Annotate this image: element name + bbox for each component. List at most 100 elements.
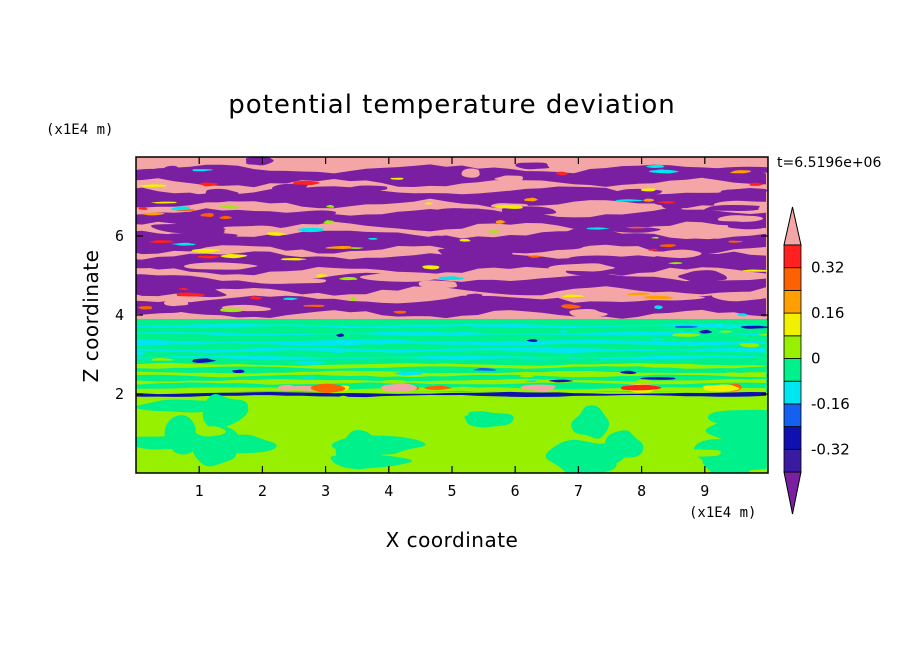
lower-layer-cool-patch <box>545 439 617 473</box>
lower-layer-warm-patch <box>641 397 671 408</box>
front-line <box>349 297 357 302</box>
colorbar: 0.32 0.16 0 -0.16 -0.32 <box>783 206 850 515</box>
chart-title: potential temperature deviation <box>228 90 675 120</box>
colorbar-segment <box>783 403 802 427</box>
lower-layer-warm-patch <box>334 395 358 415</box>
colorbar-segment <box>783 426 802 450</box>
front-line <box>266 232 286 236</box>
upper-layer-eddy <box>229 240 267 246</box>
interface-warm-patch <box>310 383 346 393</box>
front-line <box>297 227 324 233</box>
contour-field <box>136 157 768 473</box>
upper-layer-eddy <box>565 228 607 237</box>
y-tick-label: 2 <box>115 385 124 403</box>
front-line <box>192 169 214 172</box>
front-line <box>643 295 673 300</box>
x-tick-label: 8 <box>637 482 646 500</box>
front-line <box>438 276 464 281</box>
y-axis: 2 4 6 <box>115 227 768 403</box>
x-tick-label: 6 <box>511 482 520 500</box>
front-line <box>219 206 242 209</box>
front-line <box>646 164 665 169</box>
upper-layer-eddy <box>711 291 768 302</box>
upper-layer-cold <box>136 295 766 319</box>
lower-layer-warm-patch <box>427 411 461 427</box>
front-line <box>200 213 214 217</box>
front-line <box>178 287 189 291</box>
upper-layer-eddy <box>245 157 274 166</box>
upper-layer-eddy <box>698 169 725 179</box>
lower-layer-cool-patch <box>136 399 231 413</box>
middle-streak <box>136 378 766 385</box>
lower-layer-cool-patch <box>571 405 610 439</box>
front-line <box>730 170 752 174</box>
front-line <box>749 182 763 186</box>
colorbar-tick-label: -0.16 <box>811 395 850 413</box>
upper-layer-eddy <box>488 251 513 258</box>
upper-layer-eddy <box>661 198 685 210</box>
front-line <box>424 202 433 205</box>
upper-layer-eddy <box>461 168 480 178</box>
middle-streak <box>136 363 766 369</box>
front-line <box>648 169 679 174</box>
front-line <box>657 200 676 204</box>
front-line <box>561 304 581 309</box>
middle-streak <box>548 379 574 383</box>
middle-streak <box>380 379 406 384</box>
upper-layer-eddy <box>155 282 230 289</box>
middle-streak <box>336 333 344 337</box>
middle-streak <box>558 330 568 333</box>
front-line <box>283 297 298 301</box>
middle-streak <box>516 358 556 361</box>
front-line <box>728 240 743 243</box>
front-line <box>668 262 683 265</box>
middle-streak <box>301 376 315 379</box>
colorbar-segment <box>783 380 802 405</box>
middle-streak <box>136 351 146 356</box>
lower-layer-warm-patch <box>305 427 334 440</box>
upper-layer-eddy <box>720 188 768 195</box>
front-line <box>486 230 503 233</box>
upper-layer-eddy <box>677 270 728 282</box>
time-label: t=6.5196e+06 <box>777 155 881 171</box>
upper-layer-eddy <box>494 175 523 183</box>
upper-layer-eddy <box>426 235 445 244</box>
middle-streak <box>319 348 329 352</box>
interface-warm-patch <box>703 384 740 392</box>
front-line <box>648 248 658 251</box>
colorbar-min-arrow <box>783 471 802 515</box>
front-line <box>524 197 538 202</box>
front-line <box>302 304 325 307</box>
colorbar-segment <box>783 244 802 269</box>
front-line <box>176 292 206 297</box>
upper-layer-eddy <box>569 308 608 318</box>
front-line <box>141 212 165 216</box>
middle-streak <box>649 338 665 341</box>
front-line <box>137 306 152 310</box>
front-line <box>325 246 352 249</box>
upper-layer-cold <box>136 207 766 232</box>
middle-streak <box>526 339 538 342</box>
front-line <box>586 227 610 230</box>
y-tick-label: 6 <box>115 227 124 245</box>
front-line <box>626 292 651 296</box>
middle-streak <box>718 330 733 333</box>
front-line <box>219 215 233 220</box>
upper-layer-eddy <box>651 249 702 259</box>
upper-layer-eddy <box>161 232 238 240</box>
upper-layer-eddy <box>163 299 189 307</box>
middle-streak <box>739 343 760 348</box>
colorbar-segment <box>783 312 802 337</box>
upper-layer-eddy <box>136 263 175 269</box>
front-line <box>170 206 191 211</box>
front-line <box>737 313 748 317</box>
front-line <box>527 255 542 258</box>
front-line <box>494 205 524 209</box>
x-tick-label: 3 <box>321 482 330 500</box>
lower-layer-warm-patch <box>674 449 721 457</box>
middle-streak <box>740 325 768 329</box>
upper-layer-eddy <box>437 248 493 258</box>
upper-layer-eddy <box>568 255 625 264</box>
front-line <box>626 226 649 229</box>
middle-streak <box>136 370 766 378</box>
